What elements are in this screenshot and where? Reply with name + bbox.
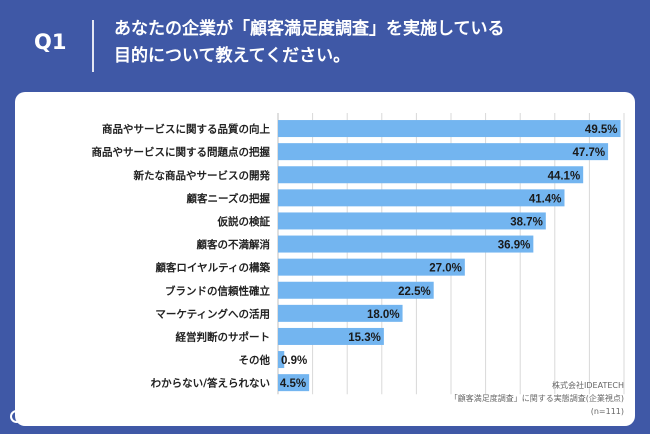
category-label: わからない/答えられない <box>151 377 270 390</box>
category-label: 商品やサービスに関する問題点の把握 <box>92 146 271 159</box>
bar <box>278 281 434 299</box>
value-label: 18.0% <box>367 309 400 321</box>
value-label: 27.0% <box>429 263 462 275</box>
question-text: あなたの企業が「顧客満足度調査」を実施している 目的について教えてください。 <box>114 16 634 70</box>
bar <box>278 166 584 184</box>
value-label: 36.9% <box>498 240 531 252</box>
category-label: 顧客ロイヤルティの構築 <box>155 261 270 274</box>
question-number: Q1 <box>34 30 67 54</box>
value-label: 47.7% <box>572 147 605 159</box>
category-label: 顧客の不満解消 <box>197 238 271 251</box>
bar <box>278 374 310 392</box>
question-line-2: 目的について教えてください。 <box>114 46 351 66</box>
source-sample: (n=111) <box>590 407 624 416</box>
header: Q1 あなたの企業が「顧客満足度調査」を実施している 目的について教えてください… <box>0 0 650 88</box>
brand-logo: リサピー <box>10 407 79 426</box>
category-label: ブランドの信頼性確立 <box>165 284 270 297</box>
magnifier-icon <box>10 410 23 423</box>
value-label: 0.9% <box>281 355 307 367</box>
value-label: 38.7% <box>510 216 543 228</box>
bar <box>278 143 609 161</box>
header-divider <box>92 20 94 72</box>
bar <box>278 189 565 207</box>
value-label: 49.5% <box>585 124 618 136</box>
source-survey: 「顧客満足度調査」に関する実態調査(企業視点) <box>449 394 624 403</box>
bar <box>278 304 403 322</box>
brand-logo-text: リサピー <box>27 411 80 426</box>
value-label: 44.1% <box>548 170 581 182</box>
value-label: 22.5% <box>398 286 431 298</box>
category-label: 顧客ニーズの把握 <box>187 192 271 205</box>
value-label: 15.3% <box>348 332 381 344</box>
category-label: マーケティングへの活用 <box>155 307 270 320</box>
category-label: 経営判断のサポート <box>176 330 271 343</box>
source-company: 株式会社IDEATECH <box>552 381 624 390</box>
bar <box>278 212 546 230</box>
bar <box>278 327 384 345</box>
bar <box>278 351 285 369</box>
bar <box>278 235 534 253</box>
question-line-1: あなたの企業が「顧客満足度調査」を実施している <box>114 19 505 39</box>
value-label: 41.4% <box>529 193 562 205</box>
bar <box>278 258 465 276</box>
category-label: 仮説の検証 <box>217 215 271 228</box>
category-label: 新たな商品やサービスの開発 <box>134 169 271 182</box>
value-label: 4.5% <box>280 378 306 390</box>
category-label: その他 <box>239 354 271 367</box>
bar <box>278 120 621 138</box>
category-label: 商品やサービスに関する品質の向上 <box>102 123 270 136</box>
